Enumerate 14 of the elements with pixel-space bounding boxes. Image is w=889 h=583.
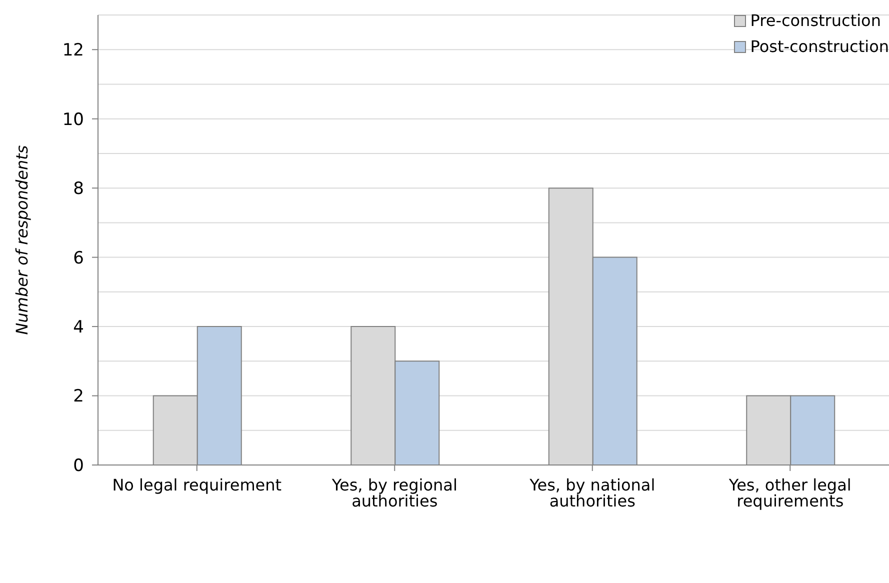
y-tick-label: 8 [73,179,84,200]
x-tick-label: Yes, by regional authorities [330,475,458,510]
y-tick-label: 4 [73,317,84,338]
x-tick-label: No legal requirement [112,475,282,494]
y-tick-label: 0 [73,456,84,476]
x-tick-label: Yes, by national authorities [528,475,656,510]
y-tick-label: 6 [73,248,84,268]
y-tick-label: 2 [73,386,84,407]
y-tick-label: 12 [62,40,84,61]
x-tick-label: Yes, other legal requirements [728,475,852,510]
legend-label: Pre-construction [750,10,881,32]
y-axis-title: Number of respondents [12,145,32,335]
y-tick-label: 10 [62,110,84,130]
legend-label: Post-construction [750,36,889,58]
